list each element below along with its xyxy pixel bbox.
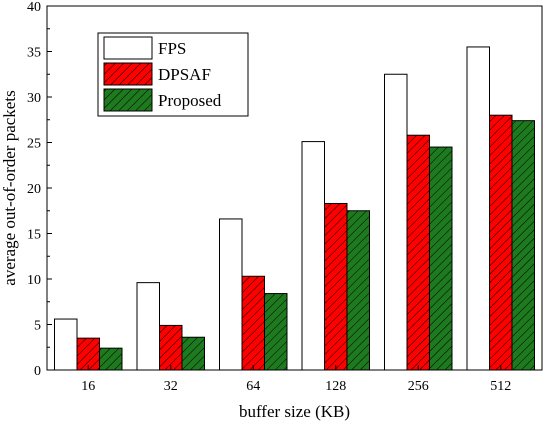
bar-proposed-512	[511, 120, 535, 371]
legend-label-fps: FPS	[158, 39, 186, 58]
bar-fps-512	[466, 46, 490, 371]
x-axis: 16 32 64 128 256 512	[81, 365, 511, 394]
bar-fps-32	[136, 282, 160, 371]
bar-proposed-256	[429, 146, 453, 371]
bar-proposed-32	[181, 336, 205, 371]
x-tick-label-32: 32	[164, 379, 178, 394]
y-tick-label-25: 25	[27, 137, 41, 152]
bar-dpsaf-32	[159, 324, 183, 371]
x-tick-label-16: 16	[81, 379, 95, 394]
bar-dpsaf-256	[406, 134, 430, 371]
y-tick-label-0: 0	[34, 364, 41, 379]
y-tick-label-10: 10	[27, 273, 41, 288]
legend: FPS DPSAF Proposed	[97, 32, 249, 117]
y-axis-label: average out-of-order packets	[0, 90, 19, 285]
x-tick-label-512: 512	[490, 379, 511, 394]
x-tick-label-128: 128	[325, 379, 346, 394]
bar-fps-256	[384, 73, 408, 371]
bar-proposed-16	[99, 347, 123, 371]
y-tick-label-5: 5	[34, 319, 41, 334]
legend-swatch-dpsaf	[103, 62, 153, 86]
y-tick-label-35: 35	[27, 46, 41, 61]
legend-swatch-fps	[103, 36, 153, 60]
bar-dpsaf-512	[489, 114, 513, 371]
bar-fps-16	[54, 318, 78, 371]
bar-fps-128	[301, 141, 325, 371]
bar-proposed-128	[346, 210, 370, 371]
bar-proposed-64	[264, 293, 288, 371]
y-tick-label-15: 15	[27, 228, 41, 243]
bar-fps-64	[219, 218, 243, 371]
y-tick-label-40: 40	[27, 0, 41, 15]
x-tick-label-64: 64	[246, 379, 260, 394]
y-tick-label-30: 30	[27, 91, 41, 106]
x-tick-label-256: 256	[408, 379, 429, 394]
legend-swatch-proposed	[103, 88, 153, 112]
y-axis: 0 5 10 15 20 25 30 35 40	[27, 0, 52, 379]
legend-label-proposed: Proposed	[158, 91, 222, 110]
y-tick-label-20: 20	[27, 182, 41, 197]
legend-label-dpsaf: DPSAF	[158, 65, 211, 84]
x-axis-label: buffer size (KB)	[239, 402, 350, 421]
bar-dpsaf-128	[324, 202, 348, 371]
bar-dpsaf-64	[241, 275, 265, 371]
